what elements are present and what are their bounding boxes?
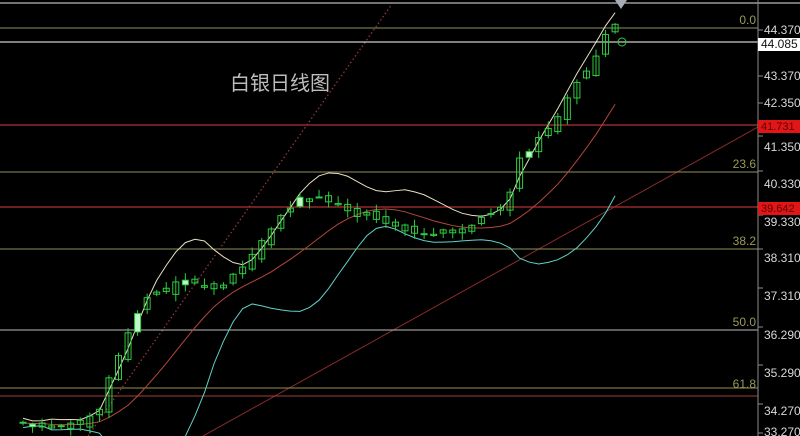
- svg-text:44.370: 44.370: [764, 23, 800, 37]
- svg-text:36.290: 36.290: [764, 328, 800, 342]
- svg-text:43.370: 43.370: [764, 69, 800, 83]
- svg-text:50.0: 50.0: [733, 315, 757, 329]
- svg-text:0.0: 0.0: [739, 13, 756, 27]
- svg-text:41.731: 41.731: [761, 121, 795, 133]
- svg-text:38.310: 38.310: [764, 251, 800, 265]
- svg-text:35.290: 35.290: [764, 366, 800, 380]
- svg-text:44.085: 44.085: [761, 37, 798, 51]
- svg-text:33.270: 33.270: [764, 425, 800, 436]
- svg-text:38.2: 38.2: [733, 234, 757, 248]
- svg-text:39.330: 39.330: [764, 215, 800, 229]
- svg-text:34.270: 34.270: [764, 404, 800, 418]
- svg-text:40.330: 40.330: [764, 177, 800, 191]
- svg-text:41.350: 41.350: [764, 140, 800, 154]
- svg-text:42.350: 42.350: [764, 96, 800, 110]
- svg-text:23.6: 23.6: [733, 157, 757, 171]
- svg-text:37.310: 37.310: [764, 289, 800, 303]
- svg-text:39.642: 39.642: [761, 203, 795, 215]
- svg-text:白银日线图: 白银日线图: [230, 72, 330, 95]
- svg-text:61.8: 61.8: [733, 377, 757, 391]
